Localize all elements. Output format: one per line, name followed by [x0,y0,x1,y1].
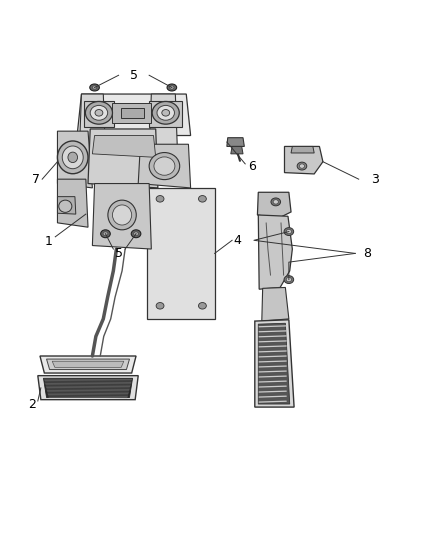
Ellipse shape [113,205,132,225]
Polygon shape [92,135,155,157]
Ellipse shape [85,101,113,124]
Ellipse shape [108,200,136,230]
Ellipse shape [90,106,108,120]
Polygon shape [227,138,244,147]
Ellipse shape [152,101,179,124]
Ellipse shape [198,303,206,309]
Polygon shape [291,147,314,153]
Ellipse shape [62,146,83,169]
Polygon shape [84,101,114,127]
Polygon shape [258,192,291,219]
Ellipse shape [273,200,279,204]
Polygon shape [231,147,243,154]
Ellipse shape [284,276,293,284]
Ellipse shape [156,196,164,202]
Polygon shape [88,129,158,188]
Ellipse shape [95,110,103,116]
Polygon shape [285,147,323,174]
Text: 2: 2 [28,398,36,410]
Polygon shape [112,103,151,123]
Ellipse shape [101,230,110,238]
Text: 1: 1 [45,235,53,248]
Text: 6: 6 [248,159,256,173]
Ellipse shape [162,110,170,116]
Ellipse shape [284,228,293,236]
Polygon shape [138,144,191,188]
Text: 3: 3 [371,173,379,185]
Polygon shape [77,94,191,135]
Ellipse shape [198,196,206,202]
Polygon shape [40,356,136,373]
Polygon shape [258,215,292,289]
Polygon shape [92,183,151,249]
Ellipse shape [149,152,180,180]
Polygon shape [255,320,294,407]
Ellipse shape [103,232,108,236]
Ellipse shape [156,303,164,309]
Text: 4: 4 [233,234,241,247]
Polygon shape [149,101,182,127]
Polygon shape [52,361,124,367]
Polygon shape [57,179,88,227]
Ellipse shape [131,230,141,238]
Polygon shape [57,197,76,214]
Ellipse shape [92,86,97,89]
Polygon shape [79,94,106,153]
Ellipse shape [167,84,177,91]
Ellipse shape [59,200,72,212]
Ellipse shape [134,232,138,236]
Polygon shape [121,108,144,118]
Ellipse shape [154,157,175,175]
Polygon shape [57,131,92,188]
Text: 5: 5 [130,69,138,82]
Ellipse shape [90,84,99,91]
Ellipse shape [271,198,281,206]
Ellipse shape [297,162,307,170]
Ellipse shape [286,229,291,234]
Text: 8: 8 [364,247,371,260]
Polygon shape [43,378,133,398]
Polygon shape [258,323,290,404]
Ellipse shape [170,86,174,89]
Ellipse shape [286,277,291,282]
Ellipse shape [157,106,174,120]
Polygon shape [46,359,130,369]
Ellipse shape [68,152,78,163]
Ellipse shape [57,141,88,174]
Ellipse shape [299,164,304,168]
Polygon shape [147,188,215,319]
Polygon shape [262,287,289,321]
Polygon shape [149,94,177,153]
Text: 5: 5 [115,247,123,260]
Polygon shape [38,376,138,400]
Text: 7: 7 [32,173,40,185]
